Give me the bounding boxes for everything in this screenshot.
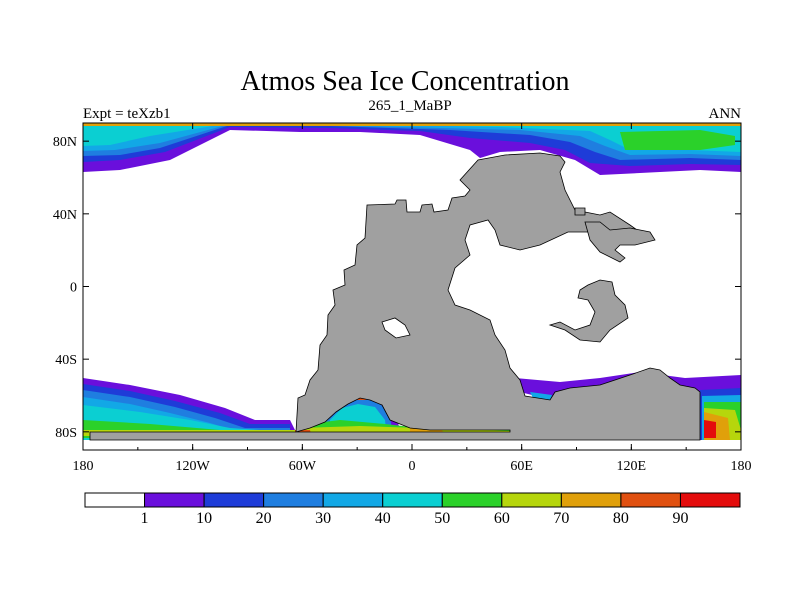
colorbar-swatch: [263, 492, 324, 508]
colorbar: 1 10 20 30 40 50 60 70 80 90: [84, 492, 741, 527]
colorbar-swatch: [382, 492, 443, 508]
period-label: 265_1_MaBP: [368, 98, 451, 114]
x-tick-label: 60E: [510, 459, 533, 474]
x-tick-label: 120W: [176, 459, 211, 474]
colorbar-swatch: [203, 492, 265, 508]
y-tick-label: 0: [70, 281, 77, 296]
colorbar-swatch: [144, 492, 205, 508]
arctic-ice-50: [620, 130, 735, 150]
east-ice-90: [704, 420, 716, 438]
x-axis: 180 120W 60W 0 60E 120E 180: [73, 123, 752, 474]
colorbar-label: 1: [141, 510, 149, 527]
x-tick-label: 0: [409, 459, 416, 474]
colorbar-label: 50: [434, 510, 450, 527]
colorbar-label: 30: [315, 510, 331, 527]
season-label: ANN: [709, 106, 742, 122]
map-area: [83, 123, 741, 450]
colorbar-label: 10: [196, 510, 212, 527]
y-tick-label: 80S: [55, 426, 77, 441]
inland-sea: [381, 317, 411, 339]
y-tick-label: 40N: [53, 208, 77, 223]
small-island: [574, 207, 586, 216]
colorbar-label: 60: [494, 510, 510, 527]
experiment-label: Expt = teXzb1: [83, 106, 171, 122]
colorbar-swatch: [84, 492, 146, 508]
y-tick-label: 80N: [53, 135, 77, 150]
y-tick-label: 40S: [55, 353, 77, 368]
southern-ocean-ice-pacific: [83, 378, 300, 440]
x-tick-label: 180: [731, 459, 752, 474]
colorbar-swatch: [501, 492, 562, 508]
colorbar-label: 80: [613, 510, 629, 527]
x-tick-label: 180: [73, 459, 94, 474]
y-axis: 80N 40N 0 40S 80S: [53, 135, 741, 441]
x-tick-label: 120E: [617, 459, 647, 474]
colorbar-swatch: [620, 492, 681, 508]
colorbar-label: 70: [553, 510, 569, 527]
pangaea-landmass: [89, 152, 701, 441]
northeast-peninsula: [584, 221, 656, 263]
land-masses: [89, 152, 701, 441]
arctic-ice-30: [83, 123, 741, 156]
colorbar-swatch: [679, 492, 741, 508]
colorbar-swatch: [441, 492, 503, 508]
chart-title: Atmos Sea Ice Concentration: [241, 66, 570, 97]
colorbar-label: 20: [256, 510, 272, 527]
colorbar-label: 40: [375, 510, 391, 527]
eastern-island: [548, 279, 629, 343]
colorbar-swatch: [322, 492, 384, 508]
x-tick-label: 60W: [289, 459, 317, 474]
colorbar-label: 90: [672, 510, 688, 527]
arctic-ice-40: [83, 123, 741, 152]
colorbar-swatch: [560, 492, 622, 508]
